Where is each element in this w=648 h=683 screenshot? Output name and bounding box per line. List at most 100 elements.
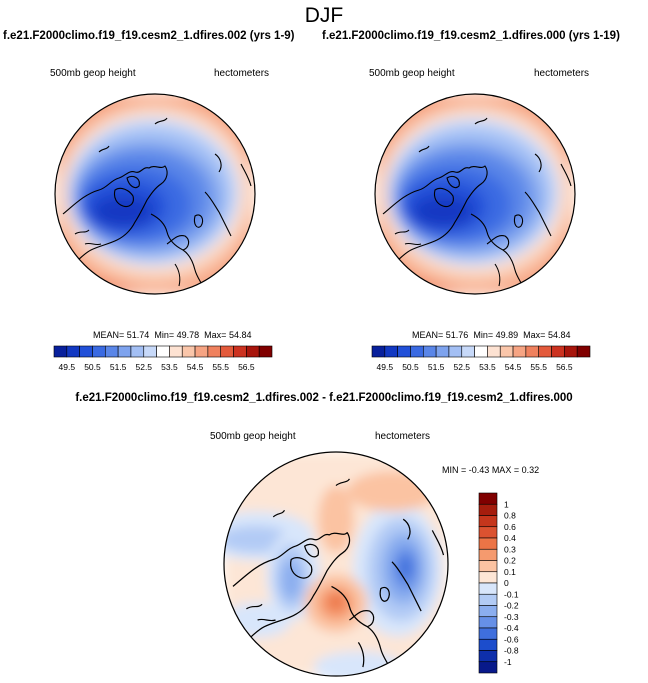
right-case-title: f.e21.F2000climo.f19_f19.cesm2_1.dfires.… [322, 30, 620, 42]
right-colorbar-tick-label: 49.5 [377, 362, 394, 372]
right-colorbar-tick-label: 50.5 [402, 362, 419, 372]
right-units-label: hectometers [534, 68, 590, 79]
right-max-value: 54.84 [547, 330, 571, 340]
left-colorbar-swatch [246, 345, 260, 358]
left-colorbar-swatch [207, 345, 222, 358]
diff-colorbar-swatch [478, 627, 498, 640]
left-colorbar-swatch [130, 345, 145, 358]
left-colorbar: 49.5 50.5 51.5 52.5 53.5 54.5 55.5 56.5 [53, 345, 273, 372]
right-colorbar-swatch [461, 345, 475, 358]
left-colorbar-tick-label: 56.5 [238, 362, 255, 372]
diff-colorbar-swatch [478, 616, 498, 629]
diff-colorbar-swatch [478, 650, 498, 663]
diff-variable-label: 500mb geop height [210, 431, 296, 442]
left-colorbar-swatch [79, 345, 93, 358]
left-mean-value: 51.74 [126, 330, 150, 340]
diff-colorbar-swatch [478, 571, 498, 584]
left-colorbar-swatch [258, 345, 273, 358]
diff-max-value: 0.32 [521, 465, 540, 475]
right-colorbar-tick-label: 54.5 [505, 362, 522, 372]
diff-colorbar-swatch [478, 582, 498, 595]
left-colorbar-swatch [143, 345, 157, 358]
diff-min-value: -0.43 [468, 465, 490, 475]
diff-colorbar-tick-label: 0.6 [504, 522, 516, 532]
diff-max-label: MAX = [491, 465, 520, 475]
right-colorbar-swatch [576, 345, 591, 358]
diff-colorbar-tick-label: 0 [504, 578, 509, 588]
left-min-label: Min= [154, 330, 175, 340]
right-colorbar-tick-label: 52.5 [453, 362, 470, 372]
right-colorbar-swatch [538, 345, 552, 358]
left-colorbar-swatch [53, 345, 68, 358]
diff-colorbar-tick-label: 1 [504, 499, 509, 509]
right-colorbar-swatch [551, 345, 565, 358]
right-min-value: 49.89 [495, 330, 519, 340]
diff-colorbar-swatch [478, 515, 498, 528]
right-colorbar-swatch [410, 345, 424, 358]
right-colorbar-swatch [371, 345, 386, 358]
right-mean-label: MEAN= [412, 330, 444, 340]
figure-title: DJF [304, 4, 344, 27]
diff-colorbar-tick-label: 0.4 [504, 533, 516, 543]
diff-colorbar-tick-label: 0.1 [504, 567, 516, 577]
right-colorbar-swatch [487, 345, 501, 358]
left-colorbar-swatch [104, 345, 119, 358]
left-colorbar-swatch [194, 345, 209, 358]
diff-colorbar-swatch [478, 548, 498, 561]
diff-colorbar-tick-label: -0.1 [504, 589, 519, 599]
diff-colorbar-tick-label: -0.6 [504, 634, 519, 644]
diff-colorbar-tick-label: 0.3 [504, 544, 516, 554]
left-case-title: f.e21.F2000climo.f19_f19.cesm2_1.dfires.… [3, 30, 295, 42]
diff-colorbar-tick-label: -0.3 [504, 612, 519, 622]
diff-units-label: hectometers [375, 431, 431, 442]
left-min-value: 49.78 [176, 330, 200, 340]
left-colorbar-swatch [233, 345, 247, 358]
diff-colorbar-swatch [478, 503, 498, 516]
left-colorbar-swatch [117, 345, 132, 358]
right-min-label: Min= [473, 330, 494, 340]
right-colorbar-tick-label: 55.5 [530, 362, 547, 372]
left-max-value: 54.84 [228, 330, 252, 340]
left-colorbar-swatch [220, 345, 234, 358]
right-colorbar-swatch [525, 345, 540, 358]
left-colorbar-swatch [156, 345, 170, 358]
right-stats: MEAN= 51.76 Min= 49.89 Max= 54.84 [412, 330, 570, 340]
left-polar-map [54, 93, 256, 295]
left-colorbar-tick-label: 55.5 [212, 362, 229, 372]
diff-colorbar-swatch [478, 526, 498, 539]
left-colorbar-tick-label: 50.5 [84, 362, 101, 372]
diff-colorbar-tick-label: 0.2 [504, 556, 516, 566]
diff-colorbar-swatch [478, 492, 498, 505]
diff-colorbar-tick-label: 0.8 [504, 511, 516, 521]
diff-colorbar: 1 0.80.60.40.3 0.20.10-0.1 -0.2-0.3-0.4-0.6… [478, 492, 519, 674]
right-colorbar-tick-label: 51.5 [428, 362, 445, 372]
left-colorbar-swatch [181, 345, 196, 358]
left-variable-label: 500mb geop height [50, 68, 136, 79]
left-colorbar-swatch [66, 345, 80, 358]
right-colorbar-swatch [499, 345, 514, 358]
difference-polar-map [223, 451, 449, 677]
right-max-label: Max= [523, 330, 546, 340]
diff-colorbar-tick-label: -1 [504, 657, 512, 667]
left-colorbar-tick-label: 49.5 [59, 362, 76, 372]
right-colorbar-swatch [435, 345, 450, 358]
diff-colorbar-swatch [478, 593, 498, 606]
right-colorbar-swatch [448, 345, 463, 358]
left-stats: MEAN= 51.74 Min= 49.78 Max= 54.84 [93, 330, 251, 340]
diff-colorbar-tick-label: -0.8 [504, 646, 519, 656]
left-colorbar-tick-label: 54.5 [187, 362, 204, 372]
diff-stats: MIN = -0.43 MAX = 0.32 [442, 465, 539, 475]
diff-colorbar-tick-label: -0.2 [504, 601, 519, 611]
diff-colorbar-swatch [478, 638, 498, 651]
diff-colorbar-swatch [478, 605, 498, 618]
diff-colorbar-tick-label: -0.4 [504, 623, 519, 633]
right-colorbar-swatch [397, 345, 411, 358]
right-colorbar-tick-label: 56.5 [556, 362, 573, 372]
left-colorbar-swatch [169, 345, 183, 358]
diff-colorbar-swatch [478, 560, 498, 573]
right-colorbar-swatch [512, 345, 527, 358]
diff-min-label: MIN = [442, 465, 467, 475]
right-mean-value: 51.76 [445, 330, 469, 340]
right-polar-map [374, 93, 576, 295]
left-units-label: hectometers [214, 68, 270, 79]
